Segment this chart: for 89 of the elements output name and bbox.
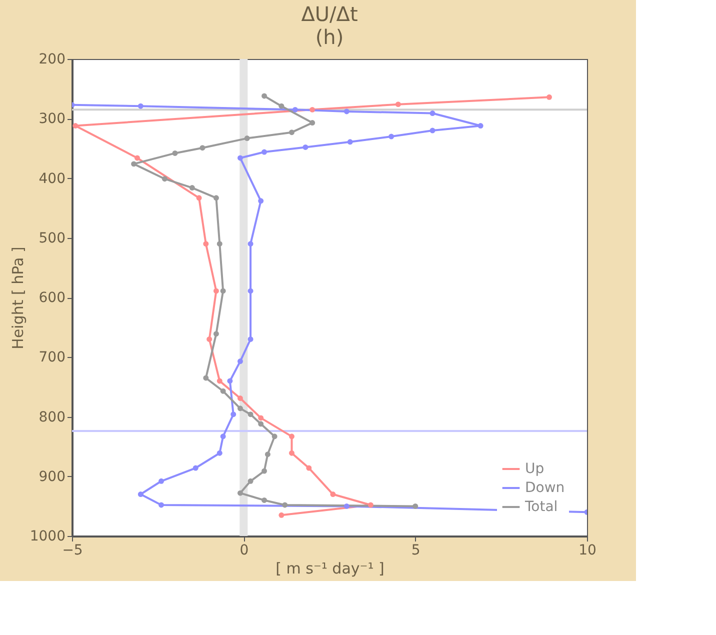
point (237, 358, 243, 364)
point (430, 128, 436, 134)
point (237, 490, 243, 496)
x-tick-label: 0 (240, 542, 249, 558)
point (306, 465, 312, 471)
text: (h) (315, 25, 344, 49)
point (258, 421, 264, 427)
point (344, 503, 350, 509)
point (258, 415, 264, 421)
point (330, 492, 336, 497)
point (262, 468, 268, 474)
y-tick-label: 400 (38, 170, 66, 187)
point (310, 106, 316, 112)
point (272, 434, 278, 440)
point (278, 512, 284, 518)
point (213, 288, 219, 294)
point (248, 336, 254, 342)
point (227, 378, 233, 384)
point (282, 502, 288, 508)
point (288, 130, 294, 136)
point (162, 176, 168, 182)
point (347, 139, 353, 145)
legend-label: Up (525, 461, 544, 477)
point (546, 94, 552, 100)
point (203, 241, 209, 247)
point (220, 288, 226, 294)
point (172, 150, 178, 156)
point (262, 497, 268, 503)
legend-label: Down (525, 480, 565, 496)
point (244, 136, 250, 142)
point (158, 502, 164, 508)
point (368, 502, 374, 508)
point (292, 106, 298, 112)
point (216, 450, 222, 456)
legend-label: Total (524, 499, 558, 515)
point (288, 450, 294, 456)
point (262, 93, 268, 99)
point (344, 108, 350, 114)
point (138, 103, 144, 109)
point (248, 288, 254, 294)
y-tick-label: 500 (38, 230, 66, 246)
point (262, 149, 268, 155)
x-axis-title: [ m s⁻¹ day⁻¹ ] (276, 560, 384, 578)
point (264, 452, 270, 458)
point (302, 144, 308, 150)
point (430, 110, 436, 116)
point (478, 123, 484, 129)
point (258, 198, 264, 204)
point (248, 241, 254, 247)
point (72, 123, 78, 129)
point (189, 185, 195, 191)
point (203, 375, 209, 381)
point (220, 434, 226, 440)
point (237, 155, 243, 161)
point (288, 434, 294, 440)
point (248, 478, 254, 484)
point (213, 331, 219, 337)
y-tick-label: 900 (38, 468, 66, 485)
point (213, 195, 219, 201)
y-tick-label: 700 (38, 350, 66, 366)
y-tick-label: 600 (38, 290, 66, 306)
point (158, 478, 164, 484)
y-tick-label: 1000 (30, 528, 66, 544)
point (192, 465, 198, 471)
point (237, 396, 243, 401)
point (395, 102, 401, 108)
point (134, 155, 140, 161)
point (230, 412, 236, 418)
point (200, 145, 206, 151)
y-tick-label: 300 (38, 111, 66, 128)
point (196, 195, 202, 201)
point (138, 492, 144, 497)
x-tick-label: 10 (578, 542, 596, 558)
point (388, 134, 394, 140)
y-tick-label: 200 (38, 52, 66, 68)
point (216, 378, 222, 384)
point (220, 388, 226, 394)
x-tick-label: 5 (411, 542, 420, 558)
point (237, 406, 243, 412)
point (412, 503, 418, 509)
y-tick-label: 800 (38, 409, 66, 426)
point (248, 412, 254, 418)
chart-title: ΔU/Δt (301, 2, 358, 26)
point (206, 336, 212, 342)
point (216, 241, 222, 247)
point (310, 120, 316, 126)
point (278, 103, 284, 109)
y-axis-title: Height [ hPa ] (8, 246, 27, 350)
x-tick-label: −5 (62, 542, 83, 558)
